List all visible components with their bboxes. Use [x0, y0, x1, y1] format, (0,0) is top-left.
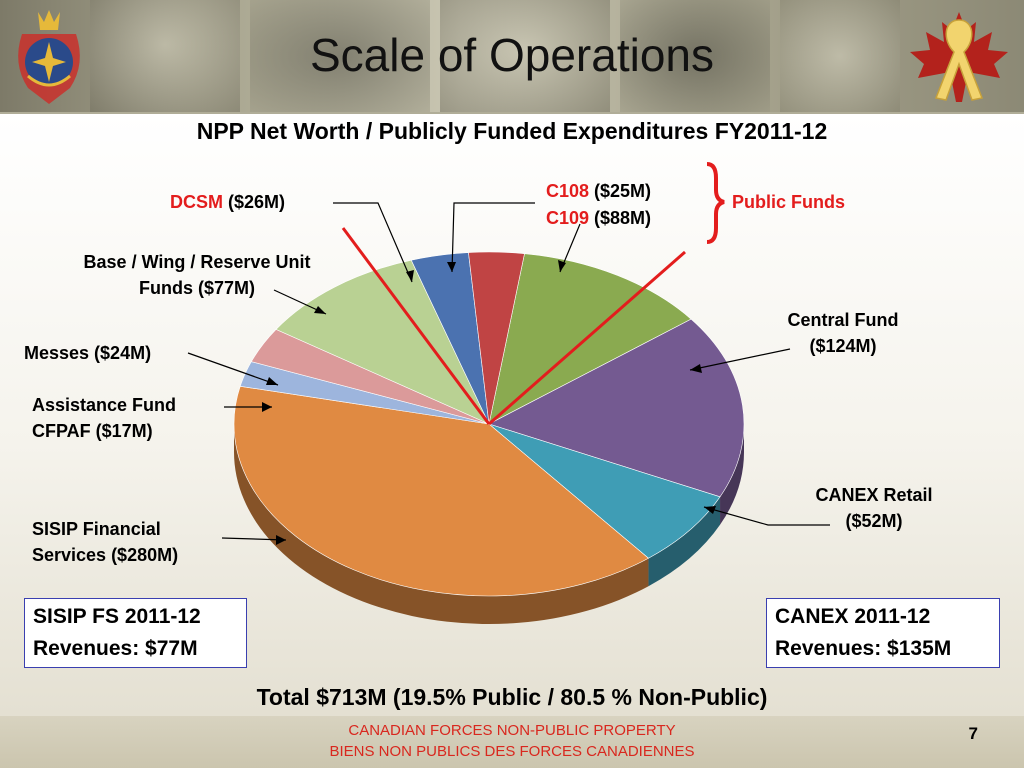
footer-bar: CANADIAN FORCES NON-PUBLIC PROPERTY BIEN… — [0, 716, 1024, 768]
leader-line-canex — [703, 506, 830, 526]
banner-photo — [620, 0, 770, 112]
slice-side-central-fund — [720, 424, 744, 525]
slice-label-assist-line2: CFPAF ($17M) — [32, 421, 153, 441]
slice-label-central: Central Fund ($124M) — [770, 307, 916, 359]
leader-line-messes — [187, 352, 279, 386]
sisip-revenue-line1: SISIP FS 2011-12 — [33, 605, 201, 628]
slice-label-canex-line1: CANEX Retail — [815, 485, 933, 505]
slice-label-central-line2: ($124M) — [809, 336, 877, 356]
slice-label-base: Base / Wing / Reserve Unit Funds ($77M) — [52, 249, 342, 301]
public-divider-left — [341, 227, 491, 425]
canex-revenue-line2: Revenues: $135M — [775, 637, 952, 660]
pie-depth — [234, 424, 744, 624]
slice-label-canex-line2: ($52M) — [845, 511, 903, 531]
banner-photo — [90, 0, 240, 112]
banner-photo — [440, 0, 610, 112]
public-funds-markers — [341, 162, 725, 426]
slice-label-canex: CANEX Retail ($52M) — [798, 482, 950, 534]
slice-label-assist: Assistance Fund CFPAF ($17M) — [32, 392, 176, 444]
slice-c108 — [468, 251, 525, 425]
arrowhead-canex — [704, 506, 716, 514]
slice-label-c108-value: ($25M) — [589, 181, 652, 201]
banner-photo — [780, 0, 900, 112]
leader-line-dcsm — [333, 202, 413, 283]
public-funds-label: Public Funds — [732, 192, 846, 212]
slice-label-sisip: SISIP Financial Services ($280M) — [32, 516, 178, 568]
leader-line-c108 — [451, 202, 535, 273]
cf-crest-icon — [18, 10, 80, 104]
slice-label-dcsm-value: ($26M) — [223, 192, 286, 212]
slice-label-c109-name: C109 — [546, 208, 590, 228]
arrowhead-sisip — [276, 535, 286, 545]
sisip-revenue-line2: Revenues: $77M — [33, 637, 198, 660]
arrowhead-central — [690, 364, 702, 373]
canex-revenue-line1: CANEX 2011-12 — [775, 605, 931, 628]
public-funds-brace — [706, 162, 725, 244]
footer-line-english: CANADIAN FORCES NON-PUBLIC PROPERTY — [348, 722, 676, 739]
slice-label-c108-name: C108 — [546, 181, 590, 201]
slice-label-c109-value: ($88M) — [589, 208, 652, 228]
arrowhead-dcsm — [406, 270, 414, 282]
slice-central-fund — [488, 318, 745, 498]
arrowhead-c109 — [558, 260, 566, 272]
chart-subtitle: NPP Net Worth / Publicly Funded Expendit… — [196, 118, 828, 144]
slice-label-sisip-line2: Services ($280M) — [32, 545, 179, 565]
sisip-revenue-box: SISIP FS 2011-12 Revenues: $77M — [24, 598, 247, 668]
page-title: Scale of Operations — [309, 29, 714, 81]
slice-label-assist-line1: Assistance Fund — [32, 395, 177, 415]
slice-canex-retail — [488, 423, 721, 559]
slice-label-central-line1: Central Fund — [787, 310, 899, 330]
slice-base-wing-reserve-unit-funds — [275, 259, 490, 425]
slice-side-canex-retail — [648, 496, 721, 587]
leader-line-sisip — [221, 537, 287, 541]
footer-line-french: BIENS NON PUBLICS DES FORCES CANADIENNES — [329, 743, 695, 760]
leader-line-central — [689, 348, 791, 371]
slice-label-messes: Messes ($24M) — [24, 343, 152, 363]
slice-sisip-financial-services — [233, 385, 649, 597]
slice-label-base-line2: Funds ($77M) — [138, 278, 255, 298]
leader-lines — [187, 202, 830, 545]
maple-leaf-ribbon-icon — [910, 12, 1008, 102]
total-summary: Total $713M (19.5% Public / 80.5 % Non-P… — [256, 684, 768, 710]
public-divider-right — [488, 250, 686, 426]
slice-label-c108: C108 ($25M) — [546, 178, 651, 204]
arrowhead-messes — [266, 377, 278, 385]
banner-photo — [250, 0, 430, 112]
slice-label-c109: C109 ($88M) — [546, 205, 651, 231]
arrowhead-c108 — [447, 262, 456, 272]
slice-label-dcsm-name: DCSM — [170, 192, 223, 212]
page-number: 7 — [968, 724, 978, 743]
arrowhead-base — [314, 306, 326, 314]
slice-side-sisip-financial-services — [234, 424, 649, 624]
arrowhead-assist — [262, 402, 272, 412]
canex-revenue-box: CANEX 2011-12 Revenues: $135M — [766, 598, 1000, 668]
slice-label-sisip-line1: SISIP Financial — [32, 519, 161, 539]
slice-label-dcsm: DCSM ($26M) — [170, 189, 285, 215]
header-banner: Scale of Operations — [0, 0, 1024, 114]
slice-label-base-line1: Base / Wing / Reserve Unit — [83, 252, 311, 272]
